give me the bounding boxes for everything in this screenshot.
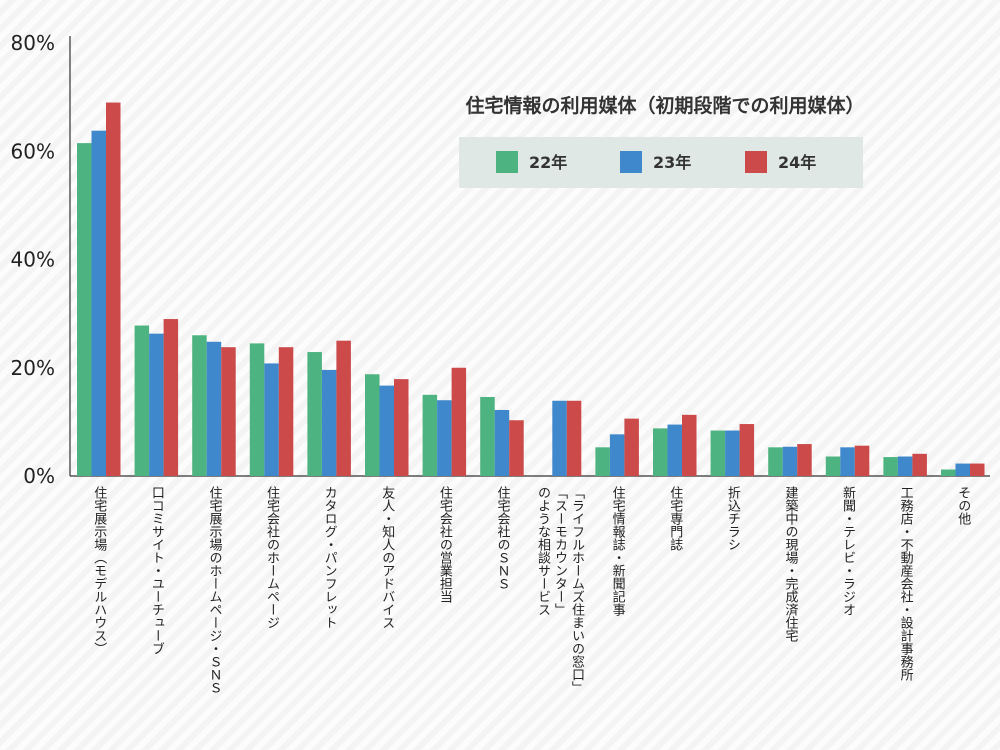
- bar: [451, 367, 467, 476]
- category-label: 口コミサイト・ユーチューブ: [149, 486, 164, 655]
- category-label: 工務店・不動産会社・設計事務所: [898, 486, 914, 681]
- bar: [955, 463, 970, 476]
- bar: [941, 469, 956, 476]
- category-label: カタログ・パンフレット: [322, 486, 338, 629]
- category-label: 「ライフルホームズ住まいの窓口」: [569, 486, 585, 694]
- legend-swatch: [496, 151, 518, 173]
- category-label: その他: [955, 486, 971, 526]
- category-label: のような相談サービス: [535, 486, 551, 616]
- bar: [552, 400, 567, 476]
- chart-title: 住宅情報の利用媒体（初期段階での利用媒体）: [465, 94, 864, 117]
- category-labels: 住宅展示場（モデルハウス） 口コミサイト・ユーチューブ 住宅展示場のホームページ・Ｓ…: [91, 485, 971, 694]
- bar: [825, 456, 841, 476]
- y-tick-label: 20%: [11, 356, 55, 380]
- bar: [912, 453, 927, 476]
- bar: [509, 420, 524, 476]
- bar: [840, 447, 855, 476]
- category-label: 「スーモカウンター」: [552, 486, 568, 616]
- bar: [206, 341, 222, 476]
- bar: [336, 340, 351, 476]
- legend-label: 22年: [529, 153, 567, 172]
- bar: [221, 347, 236, 476]
- bar: [595, 447, 610, 476]
- bar: [897, 456, 913, 476]
- bar: [624, 418, 639, 476]
- chart-title-group: 住宅情報の利用媒体（初期段階での利用媒体）: [465, 94, 864, 117]
- bars: [77, 102, 985, 476]
- bar: [883, 457, 898, 476]
- bar: [797, 444, 812, 476]
- bar: [970, 463, 985, 476]
- bar: [264, 363, 279, 476]
- bar: [682, 414, 697, 476]
- bar: [394, 379, 409, 476]
- legend-label: 24年: [778, 153, 816, 172]
- legend-swatch: [620, 151, 642, 173]
- category-label: 建築中の現場・完成済住宅: [782, 486, 798, 642]
- bar: [725, 430, 740, 476]
- legend-swatch: [745, 151, 767, 173]
- category-label: 住宅会社の営業担当: [437, 486, 453, 603]
- bar: [768, 447, 783, 476]
- y-tick-label: 40%: [11, 248, 55, 272]
- bar: [163, 319, 179, 476]
- bar: [365, 374, 380, 476]
- category-label: 折込チラシ: [725, 486, 741, 551]
- bar: [192, 335, 207, 476]
- category-label: 住宅会社のＳＮＳ: [494, 486, 510, 590]
- bar: [77, 143, 92, 476]
- bar: [710, 430, 726, 476]
- category-label: 住宅情報誌・新聞記事: [610, 486, 626, 616]
- bar: [379, 385, 394, 476]
- category-label: 住宅展示場のホームページ・ＳＮＳ: [206, 486, 222, 694]
- bar: [106, 102, 121, 476]
- bar: [91, 130, 106, 476]
- category-label: 住宅展示場（モデルハウス）: [91, 486, 107, 655]
- category-label: 新聞・テレビ・ラジオ: [840, 485, 856, 616]
- y-tick-label: 0%: [23, 464, 55, 488]
- bar: [854, 445, 870, 476]
- bar: [653, 428, 668, 476]
- y-tick-label: 80%: [11, 31, 55, 55]
- bar: [278, 347, 294, 476]
- bar: [134, 325, 150, 476]
- bar: [307, 352, 322, 476]
- bar: [422, 394, 438, 476]
- bar: [494, 409, 510, 476]
- y-tick-label: 60%: [11, 139, 55, 163]
- bar: [566, 400, 582, 476]
- bar: [667, 424, 682, 476]
- category-label: 友人・知人のアドバイス: [379, 485, 395, 629]
- bar: [480, 396, 495, 476]
- bar: [437, 400, 452, 476]
- bar: [321, 369, 337, 476]
- category-label: 住宅会社のホームページ: [264, 486, 280, 629]
- legend-background: [459, 137, 863, 188]
- bar: [609, 434, 625, 476]
- bar: [739, 424, 755, 476]
- bar: [782, 446, 798, 476]
- bar: [249, 343, 265, 476]
- category-label: 住宅専門誌: [667, 486, 683, 551]
- legend: 22年 23年 24年: [459, 137, 863, 188]
- bar: [149, 333, 164, 476]
- legend-label: 23年: [653, 153, 691, 172]
